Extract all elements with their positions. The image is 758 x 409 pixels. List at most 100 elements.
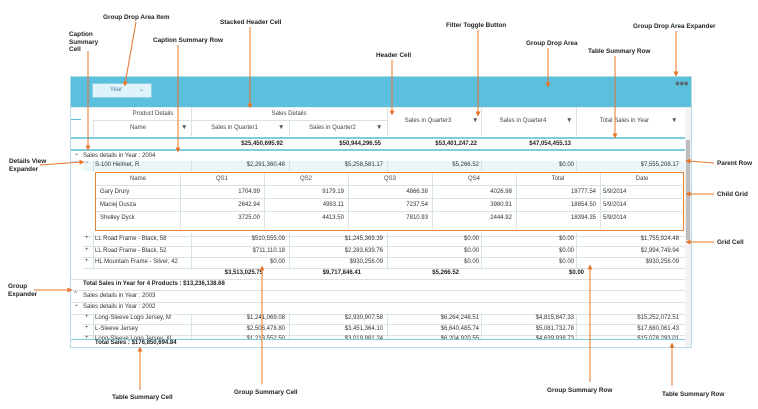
grid-cell: $0.00 [463, 236, 479, 242]
header-q2[interactable]: Sales in Quarter2 [309, 125, 356, 131]
child-cell: 7810.93 [406, 215, 428, 221]
stacked-header-product: Product Details [132, 111, 174, 117]
details-view-expander[interactable]: − [85, 160, 89, 166]
group-drop-area[interactable]: Year ⌄ ●●● [71, 77, 691, 107]
child-cell: 1704.99 [238, 189, 260, 195]
filter-icon[interactable]: ▼ [566, 117, 573, 124]
child-header[interactable]: Date [635, 176, 649, 182]
filter-icon[interactable]: ▼ [278, 124, 285, 131]
child-cell: 5/9/2014 [603, 202, 627, 208]
table-summary-bottom: Total Sales : $176,850,694.84 [95, 340, 177, 346]
grid-cell: $0.00 [463, 259, 479, 265]
parent-row-q1: $2,291,360.48 [246, 162, 285, 168]
details-view-expander[interactable]: + [85, 235, 89, 241]
child-header[interactable]: QS3 [383, 176, 396, 182]
label-caption-summary-cell: Caption Summary Cell [69, 31, 99, 53]
child-cell: 18854.50 [570, 202, 596, 208]
label-child-grid: Child Grid [717, 191, 748, 198]
child-cell: 2642.94 [238, 202, 260, 208]
group-summary-q1: $3,513,025.75 [224, 270, 263, 276]
child-header[interactable]: Name [129, 176, 146, 182]
table-summary-q4: $47,054,455.13 [529, 141, 571, 147]
parent-row-q3: $5,266.52 [452, 162, 479, 168]
child-cell: 4866.38 [406, 189, 428, 195]
grid-cell: $930,256.09 [645, 259, 679, 265]
grid-cell: HL Mountain Frame - Silver, 42 [95, 259, 178, 265]
caption-summary-2003: Sales details in Year : 2003 [83, 293, 156, 299]
filter-icon[interactable]: ▼ [376, 124, 383, 131]
parent-row[interactable] [83, 161, 685, 171]
grid-cell: $0.00 [269, 259, 285, 265]
grid-cell: $0.00 [558, 259, 574, 265]
label-group-summary-row: Group Summary Row [547, 387, 613, 394]
label-table-summary-row-bottom: Table Summary Row [662, 391, 725, 398]
child-cell: 5/9/2014 [603, 215, 627, 221]
grid-cell: $0.00 [558, 236, 574, 242]
group-drop-area-item[interactable]: Year ⌄ [92, 83, 152, 98]
label-stacked-header-cell: Stacked Header Cell [220, 19, 282, 26]
data-grid: Year ⌄ ●●● Product Details Sales Details… [70, 76, 692, 348]
child-cell: 7237.54 [406, 202, 428, 208]
label-group-drop-area: Group Drop Area [526, 40, 578, 47]
label-caption-summary-row: Caption Summary Row [153, 37, 223, 44]
group-drop-item-label: Year [110, 87, 123, 93]
caption-summary-2004: Sales details in Year : 2004 [83, 153, 156, 159]
label-group-expander: Group Expander [8, 283, 38, 298]
child-cell: 3980.91 [490, 202, 512, 208]
grid-cell: $6,264,248.51 [440, 315, 479, 321]
grid-cell: $711,110.18 [252, 248, 285, 254]
header-q4[interactable]: Sales in Quarter4 [499, 118, 547, 124]
grid-cell: $2,506,478.80 [246, 326, 285, 332]
grid-cell: $4,815,847.33 [535, 315, 574, 321]
details-view-expander[interactable]: + [85, 335, 89, 341]
label-filter-toggle-button: Filter Toggle Button [446, 22, 507, 29]
child-cell: 4026.98 [490, 189, 512, 195]
grid-cell: $15,252,072.51 [637, 315, 679, 321]
header-name[interactable]: Name [129, 125, 146, 131]
child-cell: 19777.54 [570, 189, 596, 195]
details-view-expander[interactable]: + [85, 314, 89, 320]
grid-cell: LL Road Frame - Black, 58 [95, 236, 167, 242]
group-expander-2004[interactable]: ⌄ [74, 151, 80, 157]
child-header[interactable]: QS1 [215, 176, 228, 182]
child-cell: 2444.92 [490, 215, 512, 221]
label-group-drop-area-expander: Group Drop Area Expander [633, 23, 716, 30]
grid-cell: $1,241,069.08 [246, 315, 285, 321]
child-cell: 3725.00 [238, 215, 260, 221]
header-q3[interactable]: Sales in Quarter3 [404, 118, 452, 124]
grid-cell: $6,640,485.74 [440, 326, 479, 332]
label-grid-cell: Grid Cell [717, 239, 744, 246]
parent-row-q4: $0.00 [558, 162, 574, 168]
child-cell: 4993.11 [322, 202, 344, 208]
vertical-scrollbar[interactable] [685, 107, 691, 347]
grid-cell: $930,256.09 [349, 259, 383, 265]
details-view-expander[interactable]: + [85, 258, 89, 264]
filter-icon[interactable]: ▼ [472, 117, 479, 124]
group-expander-2002[interactable]: ⌄ [74, 302, 80, 308]
grid-cell: $2,283,639.76 [344, 248, 383, 254]
child-cell: Shelley Dyck [100, 215, 135, 221]
child-cell: 9179.19 [322, 189, 344, 195]
child-cell: 18394.35 [570, 215, 596, 221]
child-header[interactable]: QS2 [299, 176, 312, 182]
parent-row-name: S-100 Helmet, R [95, 162, 140, 168]
details-view-expander[interactable]: + [85, 325, 89, 331]
header-q1[interactable]: Sales in Quarter1 [211, 125, 258, 131]
child-header[interactable]: QS4 [467, 176, 480, 182]
child-header[interactable]: Total [551, 176, 565, 182]
grid-cell: LL Road Frame - Black, 52 [95, 248, 167, 254]
details-view-expander[interactable]: + [85, 247, 89, 253]
header-total[interactable]: Total Sales in Year [599, 118, 650, 124]
label-parent-row: Parent Row [717, 160, 753, 167]
group-drop-area-expander-icon[interactable]: ●●● [674, 78, 689, 88]
scrollbar-thumb[interactable] [686, 140, 690, 240]
chevron-down-icon[interactable]: ⌄ [138, 87, 144, 93]
group-caption-summary-2004: Total Sales in Year for 4 Products : $13… [83, 281, 225, 287]
filter-icon[interactable]: ▼ [181, 124, 188, 131]
filter-icon[interactable]: ▼ [671, 117, 678, 124]
table-summary-q3: $53,401,247.22 [435, 141, 477, 147]
group-expander-2003[interactable]: ^ [74, 291, 77, 297]
table-summary-q1: $25,450,695.92 [241, 141, 283, 147]
label-table-summary-row-top: Table Summary Row [588, 48, 651, 55]
grid-cell: $0.00 [463, 248, 479, 254]
